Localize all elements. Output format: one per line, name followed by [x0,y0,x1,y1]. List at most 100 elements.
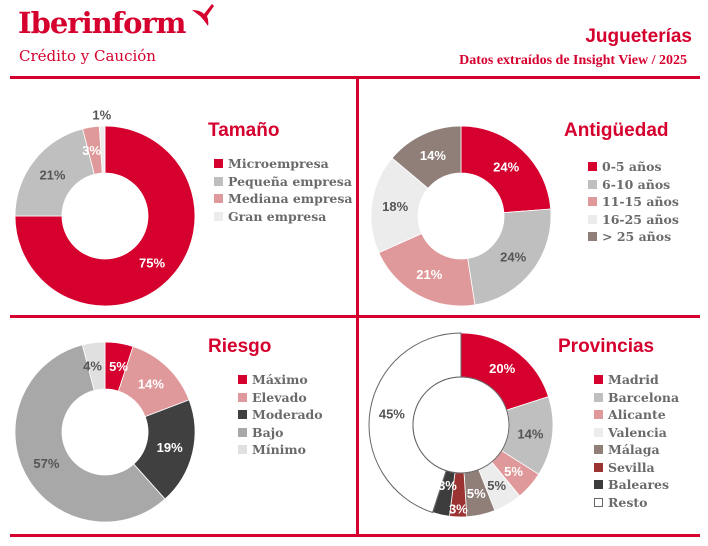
data-label: 5% [109,359,128,374]
legend-item: Microempresa [214,155,353,173]
legend-item: Madrid [594,371,679,389]
legend-label: Málaga [608,442,660,458]
legend-label: Máximo [252,372,308,388]
legend-item: > 25 años [588,228,679,246]
data-label: 21% [416,267,442,282]
legend-item: Málaga [594,441,679,459]
legend-swatch [588,214,597,224]
header-divider [10,76,700,79]
legend-item: Valencia [594,424,679,442]
legend-item: 0-5 años [588,158,679,176]
data-label: 24% [493,160,519,175]
legend-swatch [594,410,603,420]
legend-item: Bajo [238,424,323,442]
legend-label: 0-5 años [602,159,662,175]
data-label: 5% [467,486,486,501]
data-label: 14% [420,148,446,163]
legend-label: Baleares [608,477,670,493]
legend-swatch [594,480,603,490]
legend-item: 6-10 años [588,176,679,194]
data-label: 75% [139,256,165,271]
chart-title: Tamaño [208,120,280,141]
data-label: 3% [449,501,468,516]
data-label: 5% [504,464,523,479]
donut-hole [418,173,504,259]
data-label: 4% [83,359,102,374]
legend-swatch [588,179,597,189]
legend-label: > 25 años [602,229,672,245]
data-label: 1% [92,108,111,123]
chart-title: Provincias [558,336,655,357]
legend-item: Gran empresa [214,208,353,226]
legend-swatch [238,375,247,385]
middle-divider [10,315,700,318]
legend-label: Alicante [608,407,666,423]
data-label: 19% [157,440,183,455]
page-title: Jugueterías [585,26,692,47]
legend-label: Mediana empresa [228,191,353,207]
legend-swatch [594,392,603,402]
legend-label: 11-15 años [602,194,679,210]
legend-item: Baleares [594,476,679,494]
vertical-divider [356,76,359,536]
legend-item: Moderado [238,406,323,424]
legend-swatch [588,162,597,172]
legend-swatch [238,427,247,437]
legend-item: Mediana empresa [214,190,353,208]
logo-bird-icon [192,4,214,26]
legend-label: Valencia [608,424,667,440]
legend-swatch [594,497,603,507]
donut-hole [412,376,510,474]
page-subtitle: Datos extraídos de Insight View / 2025 [459,53,687,68]
legend-item: 16-25 años [588,211,679,229]
donut-hole [62,389,148,475]
legend-swatch [594,375,603,385]
legend-item: Alicante [594,406,679,424]
legend-label: Madrid [608,372,659,388]
chart-legend: 0-5 años 6-10 años 11-15 años 16-25 años > 2… [588,158,679,246]
legend-label: Sevilla [608,459,655,475]
data-label: 3% [438,478,457,493]
data-label: 14% [138,376,164,391]
data-label: 57% [33,456,59,471]
legend-swatch [214,194,223,204]
legend-label: Pequeña empresa [228,173,352,189]
legend-swatch [214,211,223,221]
data-label: 20% [489,361,515,376]
footer-divider [10,534,700,537]
legend-label: Resto [608,494,648,510]
legend-item: Sevilla [594,459,679,477]
legend-label: 6-10 años [602,176,671,192]
chart-title: Riesgo [208,336,272,357]
legend-swatch [588,232,597,242]
data-label: 24% [500,250,526,265]
chart-legend: Máximo Elevado Moderado Bajo Mínimo [238,371,323,459]
legend-label: Mínimo [252,442,306,458]
chart-title: Antigüedad [564,120,669,141]
data-label: 14% [517,426,543,441]
legend-swatch [214,176,223,186]
data-label: 5% [487,478,506,493]
logo-subtitle: Crédito y Caución [19,47,156,65]
logo: Iberinform [18,6,186,40]
legend-item: Resto [594,494,679,512]
legend-item: 11-15 años [588,193,679,211]
data-label: 3% [82,143,101,158]
legend-label: Gran empresa [228,208,327,224]
legend-label: Microempresa [228,156,329,172]
legend-swatch [238,410,247,420]
legend-label: 16-25 años [602,211,679,227]
legend-label: Barcelona [608,389,680,405]
legend-swatch [594,462,603,472]
data-label: 18% [382,199,408,214]
legend-item: Pequeña empresa [214,173,353,191]
legend-label: Elevado [252,389,307,405]
legend-swatch [588,197,597,207]
legend-label: Moderado [252,407,323,423]
legend-item: Máximo [238,371,323,389]
legend-label: Bajo [252,424,284,440]
chart-legend: Madrid Barcelona Alicante Valencia Málaga Sev… [594,371,679,511]
legend-item: Elevado [238,389,323,407]
